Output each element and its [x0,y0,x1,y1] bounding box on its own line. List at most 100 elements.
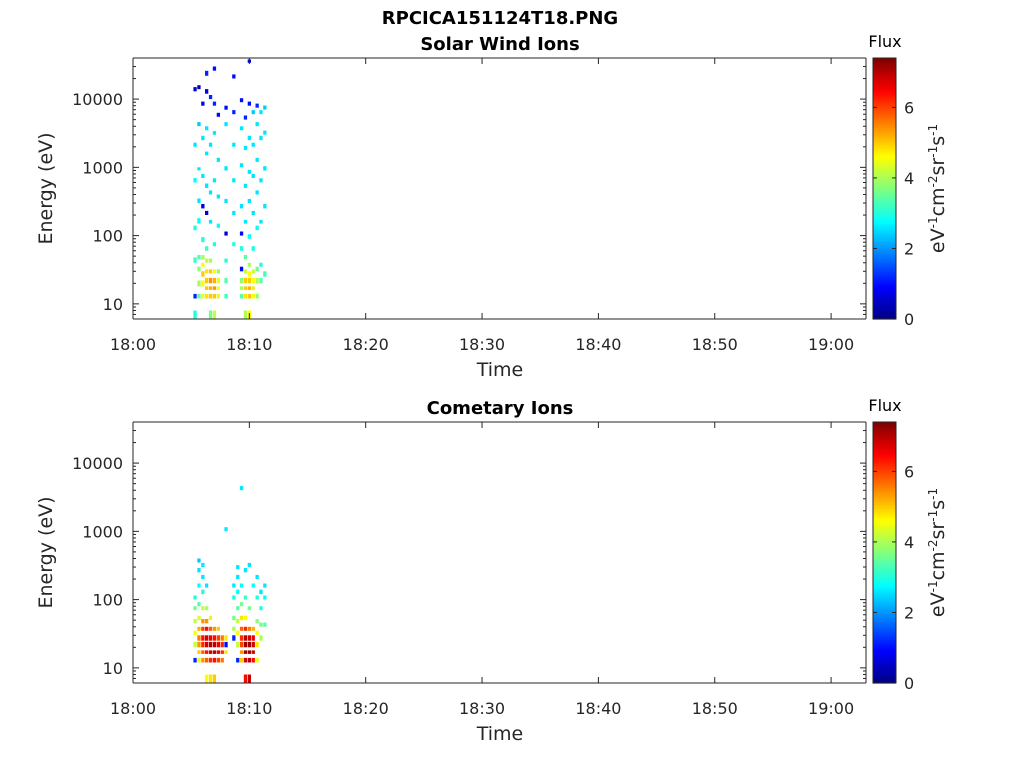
flux-cell [201,589,205,595]
flux-cell [224,641,228,648]
flux-cell [239,266,244,272]
colorbar-band [873,242,896,246]
flux-cell [205,269,209,274]
colorbar-band [873,218,896,222]
flux-cell [212,131,217,135]
flux-cell [205,626,209,631]
flux-cell [243,293,248,299]
colorbar-band [873,441,896,445]
flux-cell [251,210,255,215]
colorbar-band [873,522,896,525]
colorbar-band [873,210,896,214]
colorbar-band [873,469,896,473]
y-tick-label: 1000 [82,158,123,177]
flux-cell [247,293,251,299]
flux-cell [263,622,267,627]
flux-cell [193,225,197,231]
flux-cell [259,110,263,115]
flux-cell [247,277,251,284]
colorbar-band [873,511,896,514]
colorbar-band [873,506,896,510]
flux-cell [216,157,220,162]
colorbar-band [873,232,896,235]
flux-cell [263,166,267,171]
colorbar-band [873,234,896,237]
colorbar-band [873,168,896,172]
colorbar-band [873,175,896,179]
flux-cell [208,190,213,195]
flux-cell [232,615,236,621]
colorbar-band [873,476,896,480]
colorbar-band [873,99,896,103]
flux-cell [208,650,213,654]
flux-cell [197,626,201,631]
flux-cell [205,657,209,663]
flux-cell [247,234,251,239]
flux-cell [236,565,240,570]
colorbar-band [873,121,896,124]
colorbar-band [873,103,896,107]
flux-cell [224,635,228,641]
flux-cell [216,641,220,648]
colorbar-band [873,537,896,541]
figure-title: RPCICA151124T18.PNG [382,8,618,29]
colorbar-band [873,426,896,430]
flux-cell [239,626,244,631]
flux-cell [232,74,236,79]
colorbar-band [873,541,896,545]
flux-cell [205,650,209,654]
flux-cell [243,115,248,120]
flux-cell [232,583,236,588]
x-tick-label: 18:00 [110,335,156,354]
flux-cell [255,595,259,600]
colorbar-band [873,292,896,296]
flux-cell [205,258,209,263]
colorbar-band [873,88,896,92]
colorbar-band [873,75,896,79]
flux-cell [197,583,201,588]
colorbar-band [873,463,896,467]
flux-cell [236,657,240,663]
colorbar-band [873,478,896,482]
colorbar-band [873,127,896,131]
colorbar-band [873,574,896,578]
colorbar-band [873,454,896,458]
flux-cell [243,657,248,663]
colorbar-label: eV-1cm-2sr-1s-1 [926,488,949,617]
colorbar-band [873,639,896,643]
colorbar-band [873,129,896,133]
colorbar-band [873,630,896,634]
colorbar-band [873,201,896,205]
colorbar-band [873,273,896,277]
flux-cell [197,198,201,204]
flux-cell [243,286,248,290]
flux-cell [220,641,224,648]
flux-cell [251,641,255,648]
flux-cell [259,219,263,224]
flux-cell [212,674,217,683]
flux-cell [197,641,201,648]
colorbar-band [873,495,896,499]
colorbar-band [873,229,896,233]
colorbar-band [873,288,896,292]
flux-cell [201,635,205,641]
flux-cell [208,286,213,290]
colorbar-band [873,114,896,118]
colorbar-band [873,71,896,74]
colorbar-band [873,310,896,314]
flux-cell [232,210,236,215]
flux-cell [201,262,205,267]
flux-cell [197,255,201,260]
colorbar-band [873,164,896,168]
colorbar-band [873,628,896,632]
flux-cell [193,87,197,92]
colorbar-band [873,255,896,259]
colorbar-band [873,97,896,100]
flux-cell [247,606,251,611]
flux-cell [239,286,244,290]
flux-cell [212,657,217,663]
colorbar-band [873,190,896,194]
panel-title: Solar Wind Ions [420,34,579,55]
colorbar-band [873,458,896,462]
flux-cell [224,277,228,284]
